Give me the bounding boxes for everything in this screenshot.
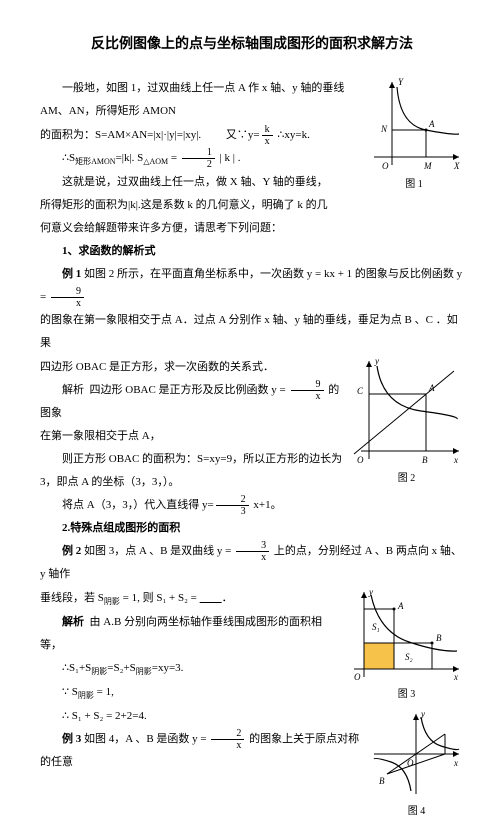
x-arrow bbox=[453, 154, 459, 160]
frac-2-3: 23 bbox=[216, 494, 249, 517]
svg-text:S₁: S₁ bbox=[372, 622, 380, 632]
figure-2-label: 图 2 bbox=[349, 468, 464, 489]
x-arrow-2 bbox=[453, 448, 459, 454]
ex1-line-1: 例 1 如图 2 所示，在平面直角坐标系中，一次函数 y = kx + 1 的图… bbox=[40, 263, 464, 309]
frac-3-over-x: 3x bbox=[236, 540, 269, 563]
svg-text:x: x bbox=[453, 455, 458, 465]
figure-4: y x O B 图 4 bbox=[369, 709, 464, 822]
frac-k-over-x: kx bbox=[262, 124, 273, 147]
frac-half: 12 bbox=[182, 147, 215, 170]
svg-text:O: O bbox=[354, 672, 361, 682]
y-arrow-2 bbox=[366, 361, 372, 367]
intro-2a: 的面积为：S=AM×AN=|x|·|y|=|xy|. bbox=[40, 129, 201, 141]
svg-text:B: B bbox=[436, 633, 442, 643]
y-arrow bbox=[389, 82, 395, 88]
figure-3: y x A B O S₁ S₂ 图 3 bbox=[349, 587, 464, 705]
ex1-soln-5: 将点 A（3，3，）代入直线得 y=23 x+1。 bbox=[40, 494, 464, 517]
svg-text:y: y bbox=[420, 709, 425, 719]
svg-text:B: B bbox=[422, 455, 428, 465]
frac-2-over-x: 2x bbox=[211, 728, 244, 751]
page-title: 反比例图像上的点与坐标轴围成图形的面积求解方法 bbox=[40, 30, 464, 59]
a-label: A bbox=[428, 119, 435, 129]
svg-text:y: y bbox=[374, 356, 379, 366]
ex1-line-2: 的图象在第一象限相交于点 A．过点 A 分别作 x 轴、y 轴的垂线，垂足为点 … bbox=[40, 309, 464, 355]
y-arrow-3 bbox=[361, 592, 367, 598]
figure-1: Y X A M N O 图 1 bbox=[364, 77, 464, 195]
figure-1-label: 图 1 bbox=[364, 174, 464, 195]
svg-text:A: A bbox=[428, 383, 435, 393]
y-arrow-4 bbox=[413, 714, 419, 720]
figure-4-label: 图 4 bbox=[369, 801, 464, 822]
svg-text:C: C bbox=[357, 386, 364, 396]
frac-9-over-x-b: 9x bbox=[291, 379, 324, 402]
section-1-heading: 1、求函数的解析式 bbox=[40, 240, 464, 263]
svg-text:O: O bbox=[357, 455, 364, 465]
x-label: X bbox=[453, 161, 460, 171]
svg-text:x: x bbox=[453, 758, 458, 768]
intro-line-5: 所得矩形的面积为|k|.这是系数 k 的几何意义，明确了 k 的几 bbox=[40, 194, 464, 217]
svg-text:O: O bbox=[407, 758, 414, 768]
hyperbola-4b bbox=[374, 758, 411, 791]
point-a bbox=[425, 129, 428, 132]
figure-2: y x A B C O 图 2 bbox=[349, 356, 464, 489]
shade-overlap bbox=[364, 643, 394, 669]
svg-text:B: B bbox=[379, 776, 385, 786]
intro-2c: ∴xy=k. bbox=[275, 129, 310, 141]
n-label: N bbox=[380, 124, 388, 134]
hyperbola-curve bbox=[397, 87, 459, 134]
intro-line-6: 何意义会给解题带来许多方便，请思考下列问题： bbox=[40, 217, 464, 240]
hyperbola-4a bbox=[421, 717, 459, 750]
svg-text:S₂: S₂ bbox=[405, 652, 413, 662]
x-arrow-4 bbox=[453, 751, 459, 757]
section-2-heading: 2.特殊点组成图形的面积 bbox=[40, 517, 464, 540]
svg-text:x: x bbox=[453, 672, 458, 682]
hyperbola-2 bbox=[377, 366, 457, 419]
svg-text:y: y bbox=[368, 587, 373, 597]
m-label: M bbox=[423, 161, 432, 171]
rect-amon bbox=[392, 130, 426, 157]
ex2-line-1: 例 2 如图 3，点 A 、B 是双曲线 y = 3x 上的点，分别经过 A 、… bbox=[40, 540, 464, 586]
o-label: O bbox=[382, 161, 389, 171]
frac-9-over-x-a: 9x bbox=[51, 286, 84, 309]
figure-3-label: 图 3 bbox=[349, 684, 464, 705]
y-label: Y bbox=[398, 77, 404, 87]
intro-2b: 又∵y= bbox=[226, 129, 260, 141]
svg-text:A: A bbox=[397, 601, 404, 611]
